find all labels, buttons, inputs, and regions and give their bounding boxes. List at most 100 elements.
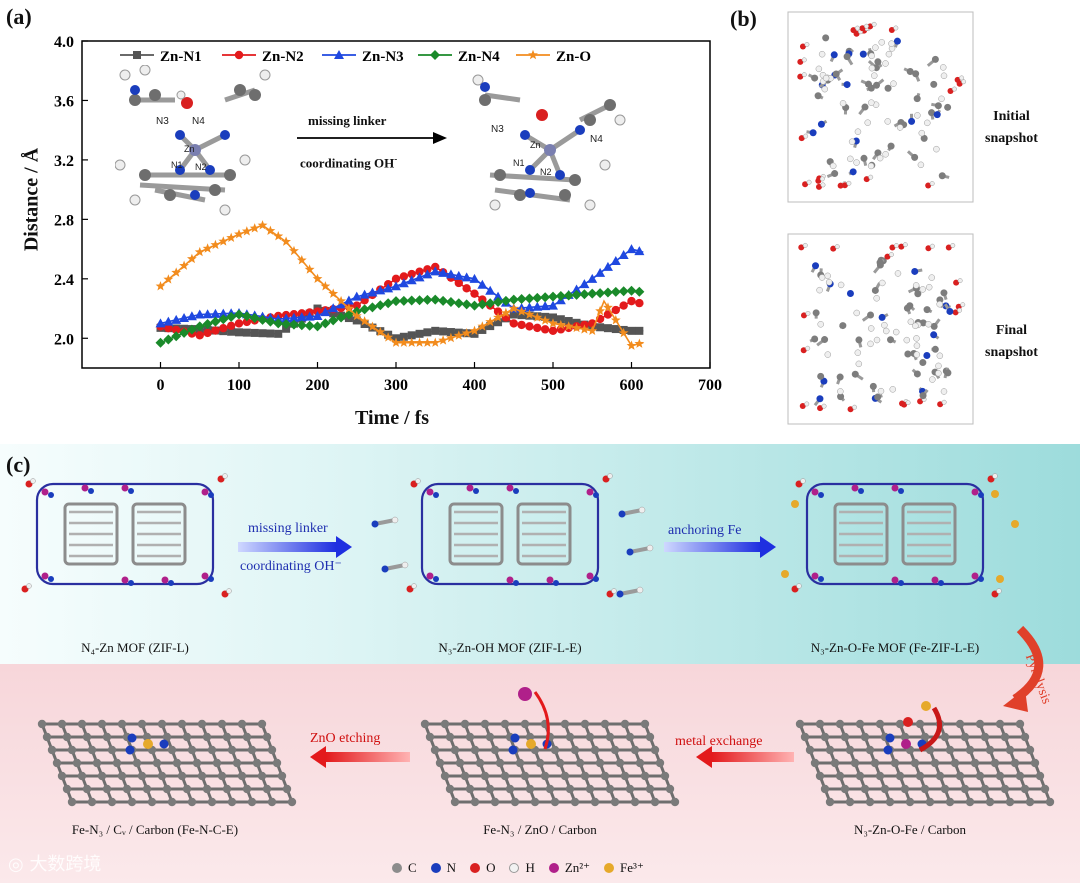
carbon-atom: [500, 771, 510, 781]
atom: [874, 58, 882, 66]
carbon-atom: [915, 771, 925, 781]
channel: [833, 502, 889, 566]
carbon-atom: [955, 719, 965, 729]
hydrogen: [884, 118, 891, 125]
hydrogen: [837, 388, 844, 395]
inset-left-n3: N3: [156, 116, 169, 127]
atom: [920, 134, 928, 142]
label-anchoring-fe: anchoring Fe: [668, 523, 742, 538]
zn-ion: [518, 687, 532, 701]
marker-triangle: [610, 255, 621, 265]
marker-triangle: [477, 279, 488, 289]
marker-star: [249, 223, 260, 233]
marker-star: [477, 321, 488, 331]
atom: [931, 55, 939, 63]
zn-node: [201, 572, 209, 580]
marker-diamond: [485, 298, 496, 309]
carbon-atom: [242, 784, 252, 794]
hydrogen: [829, 162, 837, 170]
hydrogen: [864, 119, 871, 126]
marker-star: [485, 316, 496, 327]
marker-diamond: [430, 294, 441, 305]
inset-left-n2: N2: [195, 162, 207, 172]
marker-diamond: [634, 286, 645, 297]
hydrogen: [848, 138, 856, 145]
carbon-atom: [37, 719, 47, 729]
zn-node: [891, 484, 899, 492]
carbon-atom: [585, 732, 595, 742]
hydrogen: [817, 321, 824, 328]
hydrogen: [867, 340, 874, 348]
carbon-atom: [77, 771, 87, 781]
atom: [817, 120, 825, 128]
marker-star: [312, 273, 323, 283]
marker-triangle: [414, 272, 425, 282]
atom: [812, 309, 820, 317]
carbon-atom: [875, 771, 885, 781]
marker-circle: [611, 305, 620, 315]
marker-star: [281, 236, 291, 246]
n-atom: [818, 492, 824, 498]
carbon-atom: [257, 771, 267, 781]
marker-diamond: [595, 288, 606, 299]
carbon-atom: [620, 771, 630, 781]
carbon-atom: [162, 732, 172, 742]
carbon-atom: [267, 745, 277, 755]
carbon-atom: [895, 771, 905, 781]
n-atom: [128, 580, 134, 586]
marker-triangle: [571, 284, 582, 294]
marker-triangle: [359, 289, 370, 299]
marker-diamond: [618, 286, 629, 297]
carbon-atom: [177, 719, 187, 729]
exchange-arrow: [533, 691, 550, 750]
carbon-atom: [850, 758, 860, 768]
watermark-icon: ◎: [8, 854, 30, 875]
carbon-atom: [1045, 797, 1055, 807]
n-atom: [978, 576, 984, 582]
water-hydrogen: [806, 179, 812, 185]
inset-right-n4: N4: [590, 134, 603, 145]
water-hydrogen: [941, 399, 947, 405]
water-hydrogen: [801, 57, 807, 63]
legend-atom-c: C: [392, 860, 417, 876]
carbon-atom: [845, 745, 855, 755]
carbon-atom: [590, 797, 600, 807]
y-tick-label: 2.8: [54, 212, 74, 229]
carbon-atom: [470, 745, 480, 755]
channel: [131, 502, 187, 566]
marker-circle: [203, 328, 212, 338]
atom: [830, 51, 838, 59]
atom: [873, 81, 881, 89]
carbon-atom: [440, 719, 450, 729]
atom: [821, 336, 829, 344]
carbon-atom: [965, 745, 975, 755]
label-missing-linker: missing linker: [248, 521, 328, 536]
carbon-atom: [237, 771, 247, 781]
water-oxygen: [917, 398, 924, 405]
hydrogen: [883, 327, 890, 335]
hydrogen: [847, 155, 854, 163]
carbon-atom: [435, 758, 445, 768]
water-hydrogen: [805, 345, 811, 351]
marker-diamond: [336, 312, 347, 323]
marker-circle: [423, 265, 432, 274]
carbon-atom: [655, 758, 665, 768]
marker-square: [439, 327, 448, 336]
carbon-atom: [440, 771, 450, 781]
panel-c-illustration: [21, 473, 1055, 807]
hydrogen: [815, 65, 823, 73]
marker-diamond: [186, 324, 197, 335]
carbon-atom: [62, 732, 72, 742]
marker-star: [528, 49, 538, 60]
water-oxygen: [952, 309, 959, 316]
n-atom: [898, 488, 904, 494]
inset-right-n3: N3: [491, 124, 504, 135]
carbon-atom: [490, 745, 500, 755]
inset-right-zn: Zn: [530, 140, 541, 150]
marker-star: [540, 315, 551, 325]
hydrogen: [882, 60, 889, 67]
carbon-atom: [550, 745, 560, 755]
hydrogen: [913, 342, 921, 349]
hydrogen: [824, 272, 831, 280]
water-oxygen: [947, 88, 954, 95]
